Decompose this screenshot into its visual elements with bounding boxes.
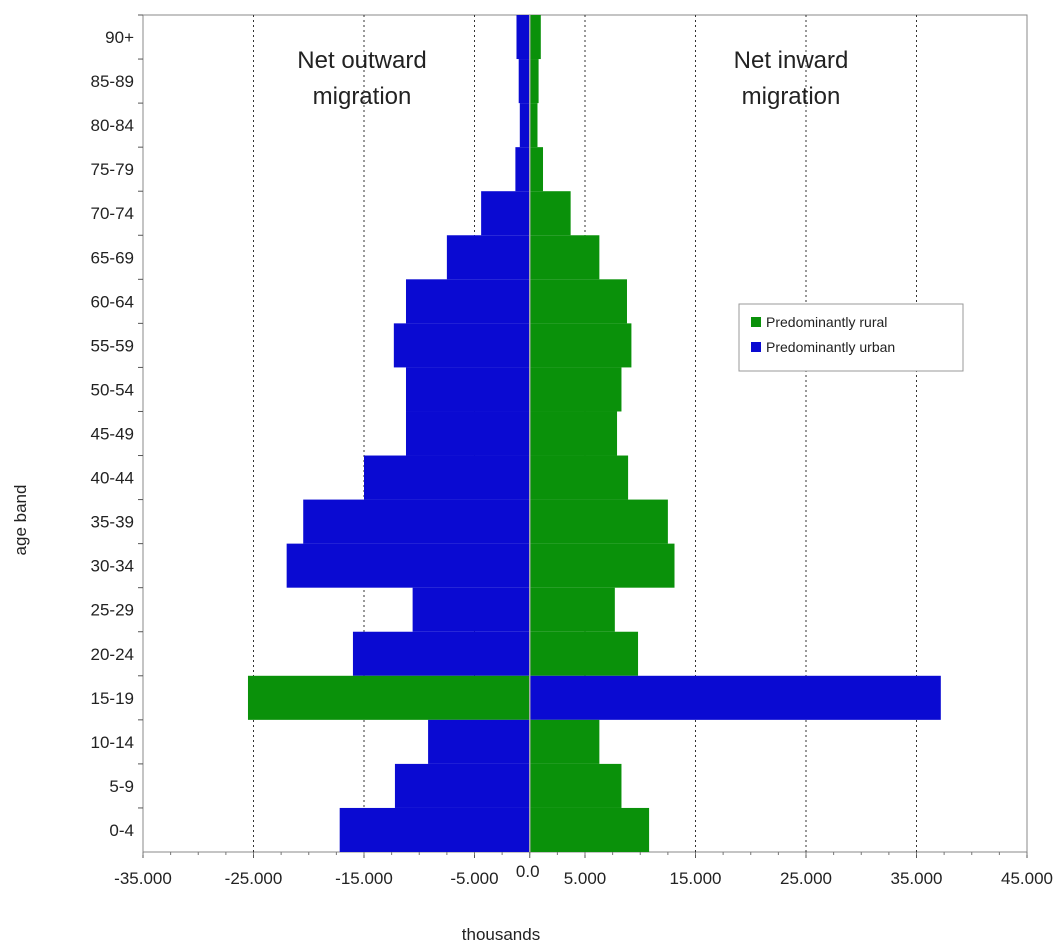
y-tick-label-85-89: 85-89 [91,72,134,91]
y-tick-label-50-54: 50-54 [91,380,134,399]
bar-rural-50-54 [529,367,622,412]
bar-urban-55-59 [393,323,530,368]
y-tick-label-40-44: 40-44 [91,469,134,488]
bar-urban-75-79 [515,147,530,192]
y-tick-label-5-9: 5-9 [109,777,134,796]
bar-urban-65-69 [446,235,530,280]
bar-urban-45-49 [405,411,530,456]
legend-box [738,303,964,372]
bar-rural-20-24 [529,631,639,676]
x-tick-label-0: -35.000 [114,869,172,888]
y-tick-label-10-14: 10-14 [91,733,134,752]
bar-urban-5-9 [394,763,530,808]
bar-urban-20-24 [352,631,530,676]
bar-rural-10-14 [529,719,600,764]
y-axis-title: age band [11,485,30,556]
x-tick-label-5: 5.000 [564,869,607,888]
annotations: Net outward migration Net inward migration [297,47,848,110]
y-tick-label-30-34: 30-34 [91,557,134,576]
bar-rural-55-59 [529,323,632,368]
annotation-inward-line-0: Net inward [734,47,849,74]
bar-urban-60-64 [405,279,530,324]
bar-rural-25-29 [529,587,615,632]
bar-rural-65-69 [529,235,600,280]
bar-rural-90+ [529,15,541,60]
legend-label-urban: Predominantly urban [766,339,895,355]
y-tick-label-65-69: 65-69 [91,248,134,267]
legend-swatch-urban [751,342,761,352]
y-tick-label-0-4: 0-4 [109,821,134,840]
bar-rural-75-79 [529,147,544,192]
y-tick-label-90+: 90+ [105,28,134,47]
bar-urban-25-29 [412,587,530,632]
annotation-outward-line-1: migration [313,83,412,110]
bar-rural-80-84 [529,103,538,148]
y-tick-label-35-39: 35-39 [91,513,134,532]
y-tick-label-80-84: 80-84 [91,116,134,135]
bar-rural-70-74 [529,191,571,236]
bar-urban-15-19 [529,675,941,720]
x-tick-label-4: 0.0 [516,862,540,881]
bar-rural-85-89 [529,59,539,104]
y-tick-label-15-19: 15-19 [91,689,134,708]
y-tick-label-45-49: 45-49 [91,425,134,444]
x-tick-label-7: 25.000 [780,869,832,888]
bar-rural-5-9 [529,763,622,808]
bar-rural-45-49 [529,411,618,456]
x-tick-label-1: -25.000 [225,869,283,888]
annotation-inward-line-1: migration [742,83,841,110]
x-tick-label-9: 45.000 [1001,869,1053,888]
legend-swatch-rural [751,317,761,327]
bar-urban-50-54 [405,367,530,412]
bar-urban-0-4 [339,807,530,852]
axes: -35.000 -25.000 -15.000 -5.000 0.0 5.000 15.00… [91,14,1053,888]
bar-rural-30-34 [529,543,675,588]
x-tick-label-8: 35.000 [891,869,943,888]
bar-urban-30-34 [286,543,530,588]
x-tick-label-2: -15.000 [335,869,393,888]
legend: Predominantly rural Predominantly urban [738,303,964,372]
annotation-outward-line-0: Net outward [297,47,426,74]
bar-rural-60-64 [529,279,627,324]
bar-urban-80-84 [519,103,530,148]
y-tick-label-60-64: 60-64 [91,292,134,311]
x-tick-label-3: -5.000 [450,869,498,888]
bar-urban-85-89 [518,59,530,104]
legend-label-rural: Predominantly rural [766,314,887,330]
bar-urban-35-39 [303,499,530,544]
bar-rural-35-39 [529,499,668,544]
y-tick-label-20-24: 20-24 [91,645,134,664]
bars [247,15,941,852]
y-tick-label-25-29: 25-29 [91,601,134,620]
bar-rural-15-19 [247,675,530,720]
bar-rural-40-44 [529,455,629,500]
x-tick-label-6: 15.000 [670,869,722,888]
bar-urban-40-44 [364,455,530,500]
y-tick-label-75-79: 75-79 [91,160,134,179]
bar-urban-10-14 [428,719,530,764]
x-axis-title: thousands [462,925,540,944]
y-tick-label-55-59: 55-59 [91,336,134,355]
bar-rural-0-4 [529,807,650,852]
bar-urban-90+ [516,15,530,60]
y-tick-label-70-74: 70-74 [91,204,134,223]
bar-urban-70-74 [481,191,530,236]
